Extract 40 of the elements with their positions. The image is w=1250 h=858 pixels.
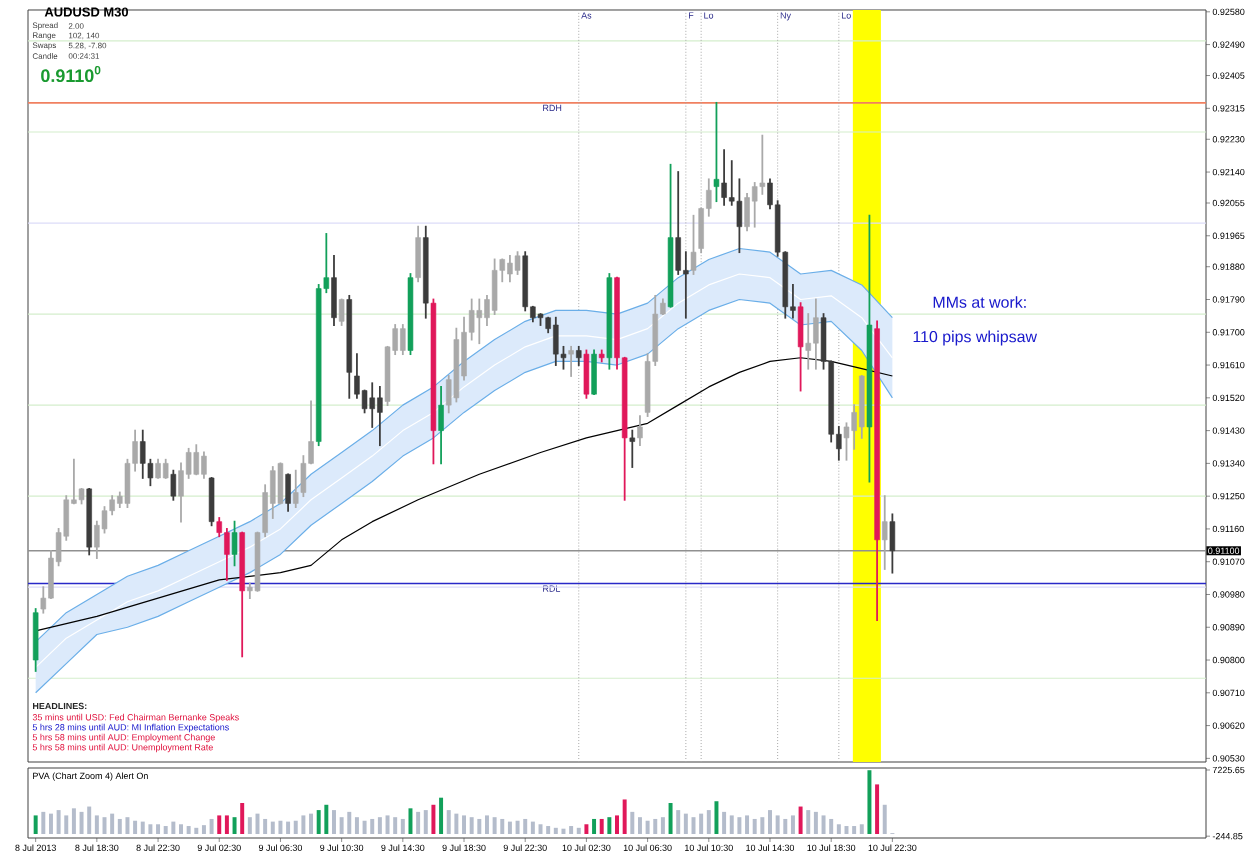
candlestick [514, 251, 521, 275]
candlestick [201, 451, 207, 479]
candlestick [491, 258, 498, 315]
candlestick [140, 429, 146, 479]
candlestick [415, 225, 421, 283]
candlestick [438, 386, 444, 465]
candlestick [713, 101, 720, 203]
candlestick [889, 513, 896, 574]
candlestick [170, 469, 177, 501]
candlestick [224, 528, 230, 581]
candlestick [553, 316, 559, 366]
candlestick [805, 313, 811, 370]
candlestick [208, 477, 215, 527]
candlestick [583, 349, 590, 399]
annotation: 0.9110$^{0}$ [41, 65, 101, 83]
candlestick [338, 298, 345, 326]
candlestick [744, 193, 750, 232]
candlestick [881, 495, 888, 570]
candlestick [813, 298, 819, 370]
candlestick [568, 345, 574, 377]
candlestick [675, 171, 681, 275]
candlestick [637, 415, 643, 447]
candlestick [690, 214, 697, 275]
candlestick [591, 349, 597, 396]
candlestick [32, 608, 39, 672]
candlestick [797, 302, 804, 392]
candlestick [576, 345, 582, 366]
candlestick [476, 298, 483, 345]
candlestick [629, 429, 636, 468]
candlestick [507, 254, 513, 283]
candlestick [400, 324, 406, 356]
candlestick [162, 458, 169, 479]
candlestick [369, 382, 375, 428]
candlestick [193, 444, 200, 476]
candlestick [721, 149, 727, 206]
candlestick [285, 473, 291, 512]
candlestick [331, 254, 337, 326]
candlestick [155, 458, 161, 479]
candlestick [377, 386, 383, 447]
candlestick [231, 520, 238, 567]
